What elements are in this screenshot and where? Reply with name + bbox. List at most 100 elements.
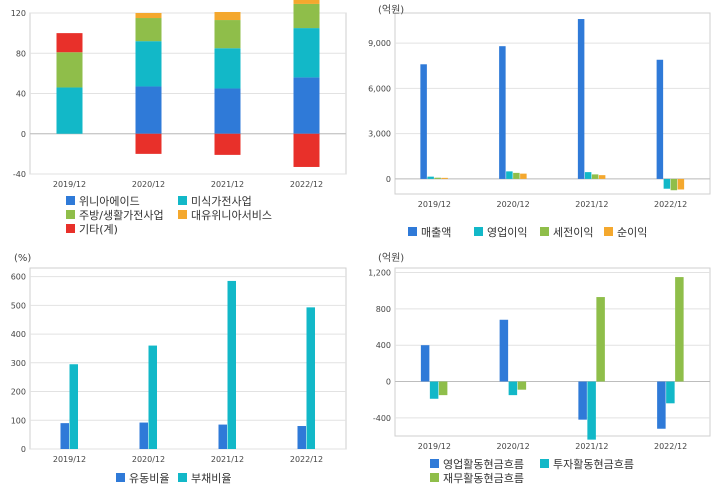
- legend-swatch: [430, 473, 439, 482]
- bar: [60, 423, 69, 449]
- legend-label: 주방/생활가전사업: [79, 208, 164, 222]
- bar: [596, 297, 605, 382]
- bar: [69, 364, 78, 449]
- legend-label: 유동비율: [129, 472, 169, 485]
- bar: [657, 381, 666, 429]
- bar-segment: [293, 133, 320, 167]
- bar: [513, 172, 520, 179]
- y-tick-label: 0: [21, 445, 26, 454]
- legend-swatch: [474, 227, 483, 236]
- x-tick-label: 2019/12: [418, 442, 451, 451]
- unit-label: (억원): [378, 252, 404, 264]
- y-tick-label: 300: [11, 359, 26, 368]
- bar: [663, 178, 671, 189]
- y-tick-label: 800: [376, 305, 391, 314]
- bar-segment: [214, 48, 241, 89]
- bar: [427, 176, 434, 179]
- legend-swatch: [178, 196, 187, 205]
- legend-label: 매출액: [421, 226, 451, 239]
- y-tick-label: 400: [376, 341, 391, 350]
- bar: [297, 426, 306, 449]
- legend-swatch: [116, 473, 125, 482]
- y-tick-label: 6,000: [368, 84, 391, 93]
- bar-segment: [135, 41, 162, 87]
- bar: [598, 175, 606, 179]
- legend-label: 미식가전사업: [191, 195, 252, 208]
- bar: [306, 307, 315, 449]
- bar: [578, 381, 587, 420]
- bar-segment: [293, 28, 320, 78]
- bar: [438, 381, 448, 396]
- bar-segment: [293, 3, 320, 29]
- legend-label: 재무활동현금흐름: [443, 471, 524, 485]
- bar: [434, 177, 441, 179]
- bar: [148, 345, 157, 449]
- legend-swatch: [430, 459, 439, 468]
- bar: [508, 381, 518, 396]
- bar: [429, 381, 439, 399]
- bar: [577, 19, 585, 179]
- x-tick-label: 2019/12: [53, 455, 86, 464]
- bar: [499, 46, 506, 179]
- legend-swatch: [604, 227, 613, 236]
- unit-label: (%): [14, 253, 31, 264]
- x-tick-label: 2019/12: [418, 200, 451, 209]
- y-tick-label: 40: [16, 90, 26, 99]
- legend-swatch: [178, 473, 187, 482]
- legend-swatch: [66, 196, 75, 205]
- bar: [506, 171, 513, 179]
- legend-swatch: [408, 227, 417, 236]
- bar: [227, 280, 236, 449]
- x-tick-label: 2020/12: [132, 180, 165, 189]
- legend-swatch: [66, 210, 75, 219]
- legend-label: 대유위니아서비스: [191, 209, 272, 222]
- bar-segment: [56, 52, 83, 88]
- bar-segment: [56, 33, 83, 53]
- bar-segment: [214, 133, 241, 155]
- y-tick-label: 600: [11, 273, 26, 282]
- bar: [587, 381, 596, 440]
- legend: 매출액 영업이익 세전이익 순이익: [408, 226, 647, 239]
- legend-swatch: [540, 459, 549, 468]
- y-tick-label: 1,200: [368, 269, 391, 278]
- bar: [218, 424, 227, 449]
- x-tick-label: 2021/12: [575, 200, 608, 209]
- legend: 유동비율 부채비율: [116, 472, 231, 485]
- y-tick-label: 400: [11, 330, 26, 339]
- x-tick-label: 2020/12: [497, 200, 530, 209]
- bar: [656, 59, 664, 179]
- bar-segment: [135, 133, 162, 154]
- bar-segment: [293, 77, 320, 134]
- chart-2: 0 3,000 6,000 9,000 (억원) 2019/12 2020/12 2021/1…: [368, 4, 711, 239]
- bar: [591, 174, 599, 179]
- legend-swatch: [178, 210, 187, 219]
- chart-3: 0 100 200 300 400 500 600 (%) 2019/12 2020/12 2021…: [11, 253, 347, 485]
- x-tick-label: 2022/12: [654, 442, 687, 451]
- x-tick-label: 2022/12: [290, 180, 323, 189]
- bar: [499, 319, 509, 382]
- x-tick-label: 2021/12: [575, 442, 608, 451]
- y-tick-label: 100: [11, 416, 26, 425]
- legend-label: 위니아에이드: [79, 195, 140, 208]
- bar: [675, 277, 684, 382]
- bar-segment: [293, 0, 320, 4]
- bar: [670, 178, 678, 191]
- legend-label: 부채비율: [191, 472, 231, 485]
- x-tick-label: 2021/12: [211, 180, 244, 189]
- bar: [420, 345, 430, 382]
- y-tick-label: 0: [21, 130, 26, 139]
- y-tick-label: 500: [11, 301, 26, 310]
- bar: [666, 381, 675, 404]
- bar-segment: [214, 88, 241, 134]
- legend-label: 투자활동현금흐름: [553, 457, 634, 471]
- y-tick-label: 200: [11, 388, 26, 397]
- bar-segment: [214, 20, 241, 49]
- x-tick-label: 2022/12: [290, 455, 323, 464]
- x-tick-label: 2021/12: [211, 455, 244, 464]
- legend-swatch: [540, 227, 549, 236]
- chart-4: -400 0 400 800 1,200 (억원) 2019/12 2020/12 2021/1…: [368, 252, 711, 485]
- chart-1: -40 0 40 80 120 2019/12 2020/12 2021/12 2022/12 위…: [11, 0, 347, 236]
